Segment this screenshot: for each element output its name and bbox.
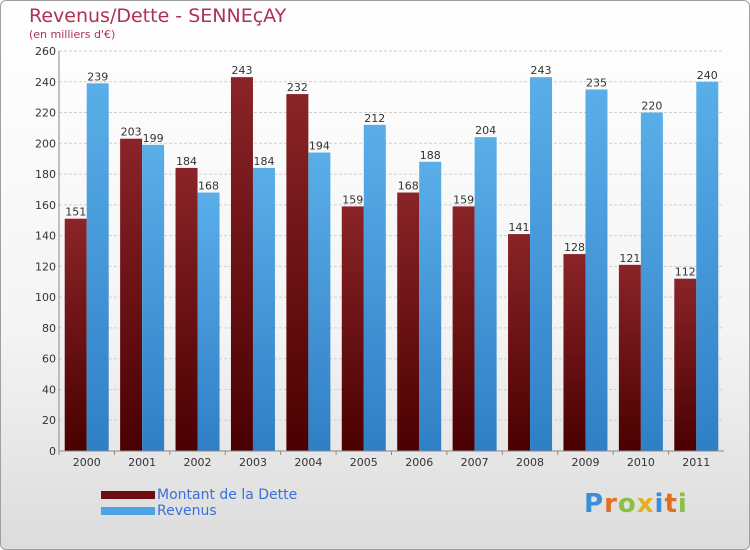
y-tick-label: 160 [35,199,56,212]
value-label: 232 [287,81,308,94]
y-tick-label: 40 [42,383,56,396]
bar-revenus [86,83,109,452]
value-label: 168 [198,180,219,193]
bar-revenus [530,77,553,452]
bar-dette [397,192,420,452]
bar-revenus [363,124,386,451]
value-label: 212 [364,112,385,125]
value-label: 188 [420,149,441,162]
bar-revenus [474,137,497,451]
value-label: 128 [564,241,585,254]
logo-letter: i [677,489,688,519]
y-tick-label: 60 [42,353,56,366]
x-tick-label: 2004 [294,456,322,469]
y-tick-label: 0 [49,445,56,458]
value-label: 151 [65,206,86,219]
x-axis-ticks: 2000 2001 2002 2003 2004 2005 2006 2007 2008 2009… [58,451,710,469]
bar-dette [508,234,531,451]
x-tick-label: 2000 [73,456,101,469]
bar-revenus [696,81,719,452]
legend-swatch-revenus [101,507,155,515]
y-tick-label: 260 [35,45,56,58]
proxiti-logo: Proxiti [584,489,688,519]
value-label: 184 [253,155,274,168]
value-label: 159 [342,193,363,206]
y-tick-label: 220 [35,107,56,120]
legend-swatch-dette [101,491,155,499]
x-tick-label: 2006 [405,456,433,469]
legend-item-dette: Montant de la Dette [101,487,297,503]
x-tick-label: 2008 [516,456,544,469]
x-tick-label: 2009 [571,456,599,469]
bar-revenus [419,161,442,451]
logo-letter: x [636,489,655,519]
bar-revenus [142,144,165,451]
y-tick-label: 100 [35,291,56,304]
bar-dette [341,206,364,451]
value-label: 112 [675,266,696,279]
legend-label-revenus: Revenus [157,503,217,519]
legend-item-revenus: Revenus [101,503,297,519]
bar-revenus [585,89,608,451]
y-tick-label: 120 [35,260,56,273]
x-tick-label: 2011 [682,456,710,469]
bar-dette [120,138,143,451]
y-tick-label: 20 [42,414,56,427]
bar-revenus [308,152,331,452]
value-label: 204 [475,124,496,137]
logo-letter: i [654,489,665,519]
value-label: 141 [509,221,530,234]
legend-label-dette: Montant de la Dette [157,487,298,503]
value-label: 239 [87,70,108,83]
y-tick-label: 180 [35,168,56,181]
x-tick-label: 2007 [461,456,489,469]
bar-revenus [252,167,275,451]
y-axis-ticks: 0 20 40 60 80 100 120 140 160 180 200 220 240 260 [35,45,56,458]
logo-letter: P [584,489,605,519]
grid-lines [59,50,724,452]
value-label: 168 [398,180,419,193]
bars [64,77,719,452]
chart-subtitle: (en milliers d'€) [29,28,116,41]
value-label: 121 [619,252,640,265]
value-label: 243 [231,64,252,77]
x-tick-label: 2002 [184,456,212,469]
value-label: 159 [453,193,474,206]
value-label: 243 [531,64,552,77]
value-label: 220 [641,100,662,113]
logo-letter: o [617,489,637,519]
bar-dette [230,77,253,452]
bar-dette [563,254,586,451]
bar-dette [674,278,697,451]
chart-title: Revenus/Dette - SENNEçAY [29,5,287,27]
y-tick-label: 200 [35,137,56,150]
y-tick-label: 140 [35,230,56,243]
bar-dette [452,206,475,451]
y-tick-label: 80 [42,322,56,335]
logo-letter: r [604,489,618,519]
value-label: 235 [586,76,607,89]
bar-dette [64,218,87,451]
logo-letter: t [664,489,678,519]
bar-dette [618,264,641,451]
value-label: 194 [309,140,330,153]
bar-revenus [640,112,663,452]
x-tick-label: 2010 [627,456,655,469]
value-label: 184 [176,155,197,168]
bar-revenus [197,192,220,452]
value-label: 240 [697,69,718,82]
value-label: 203 [121,126,142,139]
bar-dette [175,167,198,451]
value-label: 199 [143,132,164,145]
x-tick-label: 2001 [128,456,156,469]
x-tick-label: 2003 [239,456,267,469]
x-tick-label: 2005 [350,456,378,469]
bar-dette [286,94,309,452]
legend: Montant de la Dette Revenus [101,487,297,519]
y-tick-label: 240 [35,76,56,89]
